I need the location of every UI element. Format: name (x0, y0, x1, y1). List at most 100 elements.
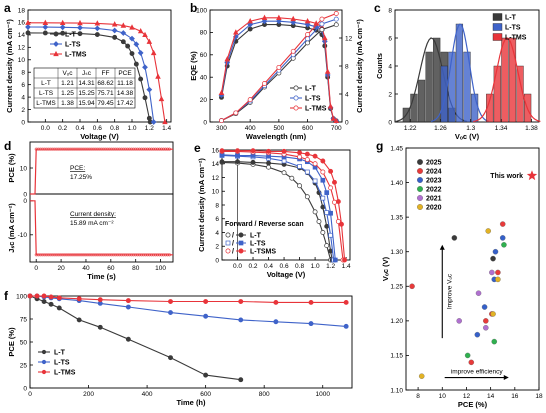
a-series-marker (111, 21, 118, 27)
e-xtick-label: 0.4 (264, 263, 273, 270)
d-pce-marker (163, 147, 168, 151)
d-jsc-marker (82, 253, 86, 257)
c-ytick-label: 6 (388, 35, 392, 42)
d-ylabel-bottom: Jₛc (mA cm⁻²) (7, 203, 16, 253)
c-legend-swatch (492, 23, 503, 31)
c-legend-swatch (492, 13, 503, 21)
f-xtick-label: 200 (83, 391, 94, 398)
d-pce-marker (110, 147, 114, 151)
e-reverse-marker (320, 158, 326, 164)
a-xtick-label: 0.8 (110, 125, 119, 132)
f-series-marker (203, 299, 209, 304)
f-ytick-label: 100 (16, 293, 27, 300)
b-ylabel-right: Current density (mA cm⁻²) (355, 19, 364, 113)
d-pce-marker (130, 147, 134, 151)
b-ytick-label: 20 (200, 97, 208, 104)
b-eqe-marker (247, 21, 254, 28)
f-xlabel: Time (h) (176, 398, 206, 407)
e-forward-marker (304, 157, 310, 163)
g-legend-label: 2022 (426, 187, 442, 194)
panel-e: 0 2 4 6 8 10 12 14 16 0.0 0.2 0.4 0.6 0.8 1.0 1.2 1.4 For… (194, 141, 351, 279)
b-right-ytick-label: 12 (345, 35, 353, 42)
g-point-2024 (495, 269, 501, 276)
e-forward-marker (320, 169, 326, 175)
d-pce-marker (126, 147, 130, 151)
d-bottom-frame (29, 193, 174, 263)
b-right-ytick-label: 4 (345, 91, 349, 98)
e-legend-label: L-T (250, 233, 262, 240)
b-ytick-label: 100 (196, 7, 207, 14)
a-legend-label: L-TMS (65, 52, 87, 59)
d-jsc-marker (142, 253, 146, 257)
c-xtick-label: 1.22 (404, 125, 417, 132)
d-pce-marker (138, 147, 142, 151)
g-ytick-label: 1.35 (390, 214, 403, 221)
e-reverse-marker (297, 150, 303, 156)
a-series-marker (146, 38, 153, 44)
c-panel-label: c (374, 1, 381, 15)
g-arrow-up-head (439, 244, 445, 250)
e-ytick-label: 4 (215, 230, 219, 237)
d-pce-marker (160, 147, 164, 151)
d-pce-marker (102, 147, 106, 151)
e-reverse-marker (219, 148, 225, 154)
d-pce-marker (167, 147, 172, 151)
panel-c: 1.22 1.26 1.3 1.34 1.38 0 2 4 6 8 L-T L-TS L-TMS c Vₒc… (374, 1, 541, 141)
d-xtick-label: 0 (34, 265, 38, 272)
a-series-marker (94, 20, 101, 26)
a-xtick-label: 1.2 (145, 125, 154, 132)
d-jsc-marker (114, 253, 118, 257)
e-ytick-label: 16 (212, 147, 220, 154)
e-legend-marker (238, 240, 244, 246)
f-series-marker (76, 296, 82, 302)
d-jsc-marker (50, 253, 54, 257)
b-integrated-marker (305, 40, 311, 46)
f-series-marker (125, 304, 131, 310)
d-jsc-marker (38, 253, 42, 257)
b-eqe-marker (247, 18, 253, 24)
d-jsc-marker (106, 253, 110, 257)
e-reverse-marker (266, 160, 271, 166)
d-pce-marker (140, 147, 144, 151)
d-pce-marker (154, 147, 158, 151)
a-series-marker (150, 119, 157, 125)
f-legend-label: L-TMS (54, 370, 76, 377)
g-point-2024 (468, 359, 475, 366)
b-eqe-marker (247, 26, 253, 32)
d-pce-marker (70, 147, 74, 151)
e-reverse-marker (324, 190, 330, 195)
d-pce-marker (96, 147, 100, 151)
a-xtick-label: 0.0 (41, 125, 50, 132)
panel-g: 8 10 12 14 16 18 1.10 1.15 1.20 1.25 1.30 1.35 1.40 1… (376, 139, 543, 409)
a-ytick-label: 14 (18, 32, 26, 39)
d-pce-marker (40, 147, 44, 151)
d-xlabel: Time (s) (87, 272, 116, 281)
a-series-marker (120, 22, 127, 28)
d-jsc-marker (92, 253, 96, 257)
d-pce-marker (108, 147, 112, 151)
f-series-marker (203, 372, 209, 378)
g-ytick-label: 1.45 (390, 145, 403, 152)
g-point-2024 (499, 221, 506, 227)
c-xlabel: Vₒc (V) (455, 132, 480, 141)
g-legend-label: 2021 (426, 196, 442, 203)
e-reverse-marker (304, 151, 310, 157)
c-xtick-label: 1.3 (466, 125, 475, 132)
d-pce-marker (56, 147, 60, 151)
d-pce-marker (38, 147, 42, 151)
a-series-marker (133, 61, 139, 67)
d-jsc-marker (44, 253, 48, 257)
d-pce-marker (64, 147, 68, 151)
c-hist-bar-L-TMS (486, 93, 494, 123)
d-pce-marker (78, 147, 82, 151)
e-xtick-label: 0.8 (295, 263, 304, 270)
a-xlabel: Voltage (V) (80, 132, 119, 141)
c-ytick-label: 8 (388, 7, 392, 14)
a-series-marker (59, 24, 66, 31)
a-table-cell: 68.62 (97, 80, 114, 87)
a-xtick-label: 0.4 (75, 125, 84, 132)
e-forward-marker (332, 199, 337, 205)
d-pce-marker (104, 147, 108, 151)
d-xtick-label: 80 (132, 265, 140, 272)
b-eqe-marker (276, 14, 282, 20)
